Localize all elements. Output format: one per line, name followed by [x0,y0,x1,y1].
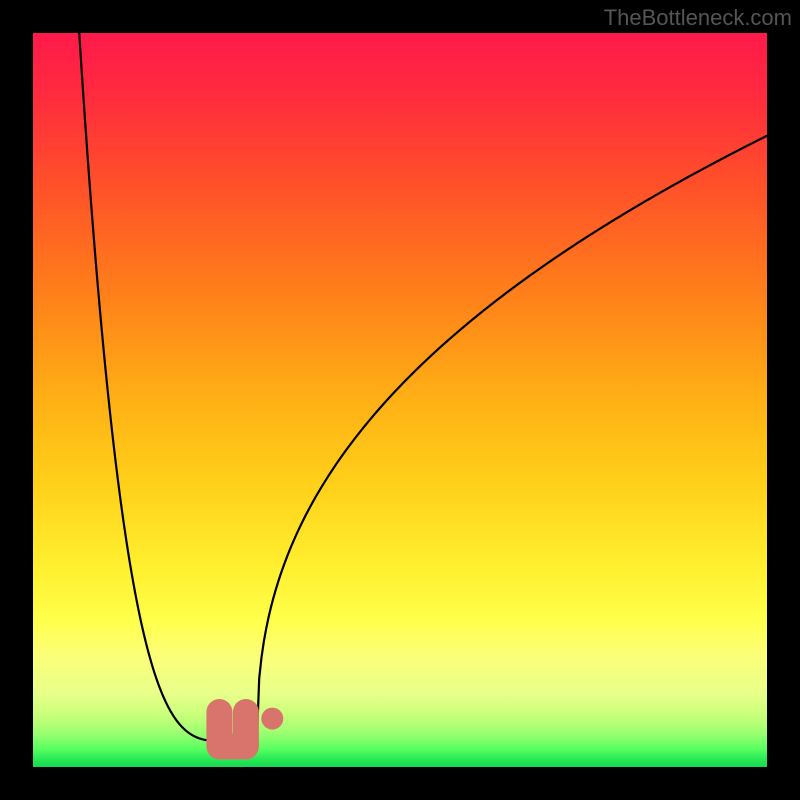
watermark-label: TheBottleneck.com [604,5,792,31]
chart-frame: TheBottleneck.com [0,0,800,800]
marker-dot [261,708,283,730]
bottleneck-chart [0,0,800,800]
